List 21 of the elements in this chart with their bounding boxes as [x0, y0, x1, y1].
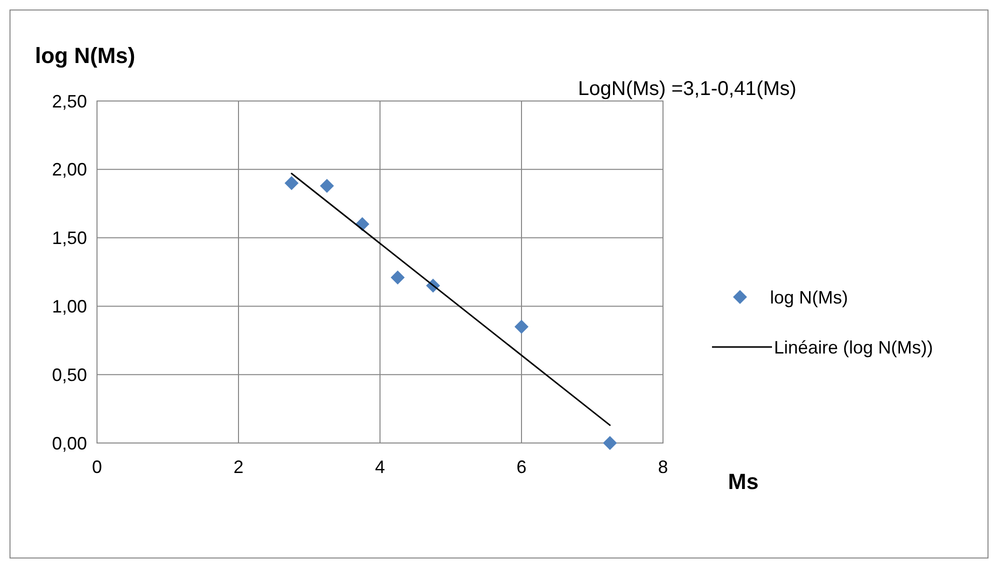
x-tick-label: 4 [374, 457, 386, 477]
point [284, 176, 299, 190]
y-tick-label: 2,00 [52, 160, 87, 180]
point [320, 178, 334, 193]
y-tick-label: 2,50 [52, 91, 87, 112]
text: LogN(Ms) =3,1-0,41(Ms) [578, 78, 796, 100]
y-tick-label: 0,00 [52, 433, 87, 454]
legend-label: log N(Ms) [770, 287, 848, 308]
x-tick-label: 6 [516, 457, 527, 477]
y-tick-label: 1,50 [52, 228, 87, 248]
y-tick-label: 1,00 [52, 296, 87, 316]
x-tick-label: 8 [658, 457, 668, 477]
point [602, 436, 617, 450]
x-tick-label: 2 [233, 457, 244, 477]
x-tick-label: 0 [92, 457, 102, 477]
point [514, 320, 528, 334]
x-axis-title: Ms [728, 469, 759, 494]
y-tick-label: 0,50 [52, 364, 87, 385]
y-axis-title: log N(Ms) [35, 43, 136, 68]
point [390, 270, 405, 284]
legend-label: Linéaire (log N(Ms)) [774, 337, 934, 358]
